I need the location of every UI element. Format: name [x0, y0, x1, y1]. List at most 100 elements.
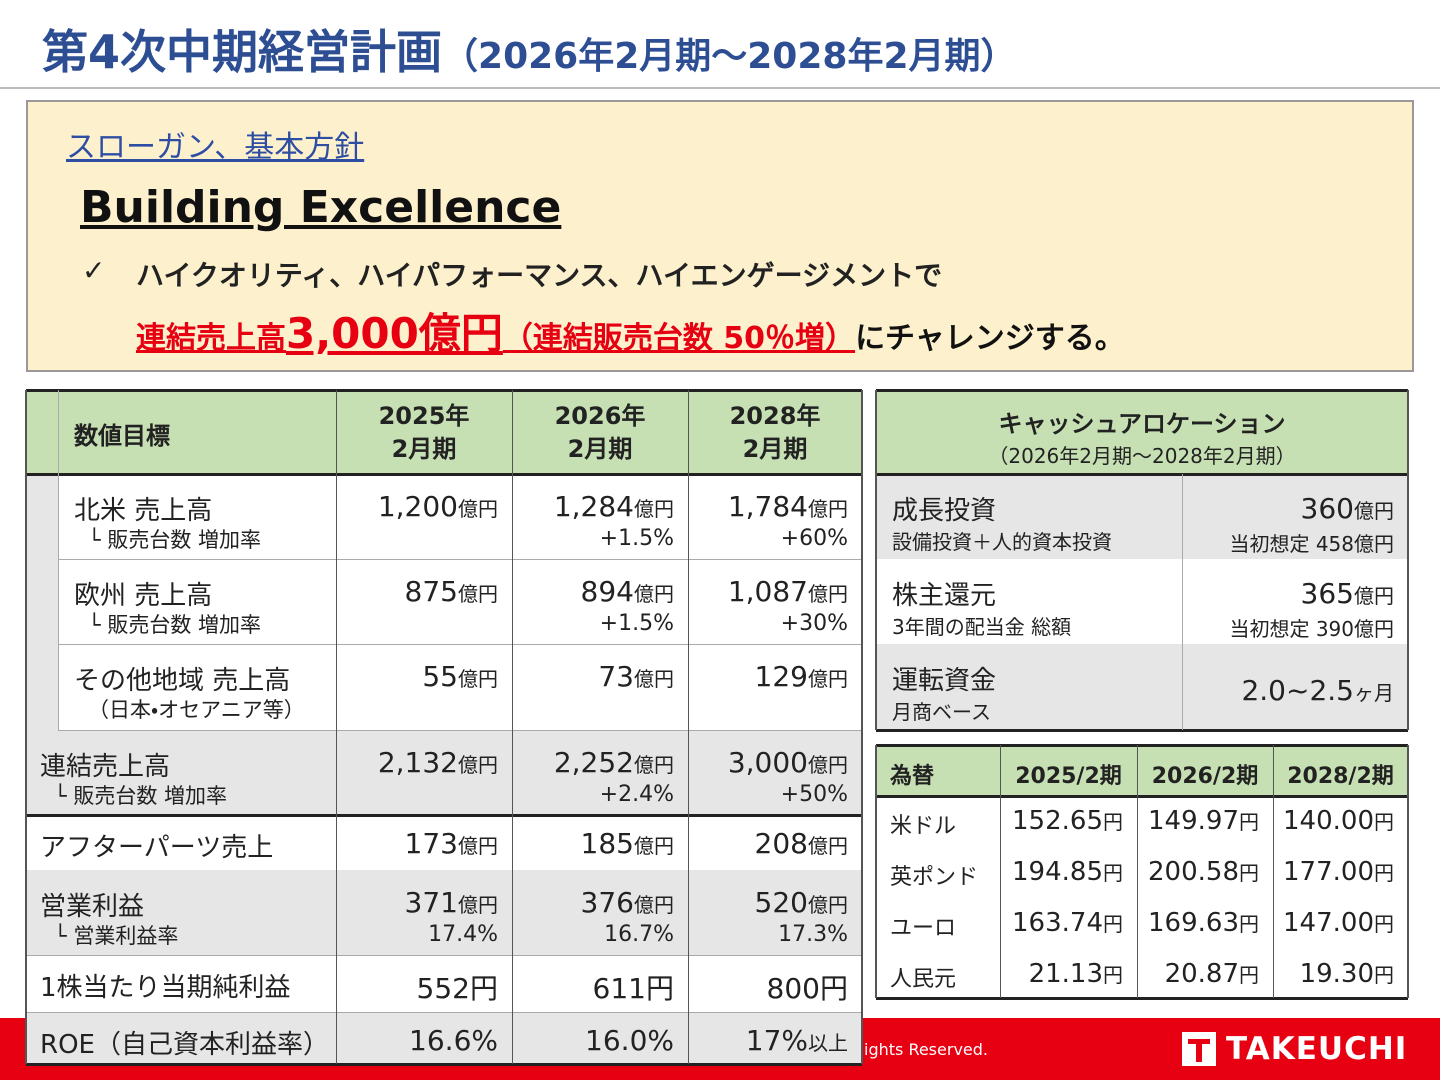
- fx-header: [876, 745, 1408, 796]
- value-sub: +30%: [780, 611, 848, 636]
- value-unit: 億円: [808, 834, 848, 858]
- fx-value: 200.58 円: [1148, 857, 1259, 887]
- value-number: 208: [754, 827, 808, 860]
- fx-label: ユーロ: [890, 916, 957, 941]
- value-number: 149.97: [1148, 806, 1239, 836]
- value-unit: 億円: [808, 582, 848, 606]
- cash-header: [876, 390, 1408, 474]
- value: 1,200 億円: [378, 490, 498, 523]
- rule: [58, 643, 862, 645]
- rule: [511, 390, 513, 1064]
- rule: [876, 743, 1408, 747]
- value-unit: 円: [1103, 810, 1123, 834]
- value: 1,284 億円: [554, 490, 674, 523]
- value-unit: 億円: [634, 667, 674, 691]
- cash-label: 成長投資: [892, 496, 997, 526]
- value: 2,252 億円: [554, 746, 674, 779]
- value-number: 169.63: [1148, 908, 1239, 938]
- value: 73 億円: [598, 660, 674, 693]
- table-header: [26, 390, 862, 474]
- rule: [58, 558, 862, 560]
- row-label: 欧州 売上高: [74, 581, 213, 611]
- value: 3,000 億円: [728, 746, 848, 779]
- value-number: 21.13: [1028, 959, 1103, 989]
- rule: [1136, 745, 1138, 998]
- value: 371 億円: [405, 886, 498, 919]
- slogan-name: Building Excellence: [80, 182, 562, 233]
- rule: [1272, 745, 1274, 998]
- rule: [0, 87, 1440, 89]
- bullet: ✓: [82, 254, 106, 287]
- value: 894 億円: [581, 575, 674, 608]
- fx-value: 169.63 円: [1148, 908, 1259, 938]
- rule: [1407, 745, 1409, 998]
- fx-value: 194.85 円: [1012, 857, 1123, 887]
- rule: [876, 472, 1408, 476]
- fx-header-cell: 為替: [890, 764, 935, 789]
- value-number: 1,784: [727, 490, 808, 523]
- value-number: 1,200: [377, 490, 458, 523]
- cash-note: 当初想定 390億円: [1229, 617, 1394, 641]
- header-cell: 2028年 2月期: [729, 402, 821, 463]
- value: 1,087 億円: [728, 575, 848, 608]
- fx-value: 149.97 円: [1148, 806, 1259, 836]
- copyright: ights Reserved.: [864, 1040, 988, 1059]
- value: 16.6%: [409, 1024, 498, 1057]
- rule: [876, 728, 1408, 732]
- cash-sublabel: 設備投資＋人的資本投資: [892, 530, 1112, 554]
- value-unit: 円: [1103, 861, 1123, 885]
- value: 185 億円: [581, 827, 674, 860]
- value-unit: 円: [1103, 963, 1123, 987]
- value-unit: 億円: [808, 753, 848, 777]
- value-unit: 億円: [458, 582, 498, 606]
- title-main: 第4次中期経営計画: [42, 25, 443, 79]
- value-sub: +60%: [780, 526, 848, 551]
- slogan-part: （連結販売台数 50％増）: [502, 321, 856, 356]
- row-sublabel: └ 販売台数 増加率: [54, 784, 227, 808]
- value-unit: 億円: [808, 497, 848, 521]
- row-label: 1株当たり当期純利益: [40, 973, 291, 1003]
- value-number: 200.58: [1148, 857, 1239, 887]
- rule: [58, 729, 862, 731]
- value-unit: 億円: [634, 893, 674, 917]
- title: 第4次中期経営計画 （2026年2月期～2028年2月期）: [42, 16, 1017, 82]
- value-unit: 円: [1103, 912, 1123, 936]
- value: 800円: [767, 967, 848, 1007]
- value-number: 2,252: [553, 746, 634, 779]
- value: 1,784 億円: [728, 490, 848, 523]
- value-number: 1,087: [727, 575, 808, 608]
- row-label: ROE（自己資本利益率）: [40, 1030, 329, 1060]
- row-sublabel: └ 販売台数 増加率: [88, 528, 261, 552]
- rule: [876, 388, 1408, 392]
- header-cell: 数値目標: [74, 422, 170, 450]
- value: 173 億円: [405, 827, 498, 860]
- value-number: 140.00: [1283, 806, 1374, 836]
- header-cell: 2026年 2月期: [554, 402, 646, 463]
- row-band: [26, 730, 862, 815]
- row-label: アフターパーツ売上: [40, 833, 274, 863]
- value-unit: 億円: [634, 753, 674, 777]
- rule: [335, 390, 337, 1064]
- cash-label: 運転資金: [892, 666, 997, 696]
- fx-value: 147.00 円: [1283, 908, 1394, 938]
- rule: [26, 1062, 862, 1066]
- cash-value: 365 億円: [1301, 577, 1394, 610]
- value: 55 億円: [422, 660, 498, 693]
- rule: [26, 954, 862, 956]
- row-sublabel: └ 営業利益率: [54, 924, 179, 948]
- logo-text: TAKEUCHI: [1226, 1031, 1408, 1067]
- value-unit: 億円: [1354, 499, 1394, 523]
- value-unit: ヶ月: [1354, 681, 1394, 705]
- rule: [26, 1011, 862, 1013]
- value: 2,132 億円: [378, 746, 498, 779]
- value: 16.0%: [585, 1024, 674, 1057]
- rule: [1181, 474, 1183, 730]
- slogan-part: にチャレンジする。: [855, 321, 1125, 356]
- value: 520 億円: [755, 886, 848, 919]
- value-unit: 億円: [458, 834, 498, 858]
- fx-value: 21.13 円: [1029, 959, 1123, 989]
- fx-value: 140.00 円: [1283, 806, 1394, 836]
- group-strip: [26, 474, 58, 730]
- row-band: [876, 474, 1408, 559]
- value-unit: 億円: [458, 893, 498, 917]
